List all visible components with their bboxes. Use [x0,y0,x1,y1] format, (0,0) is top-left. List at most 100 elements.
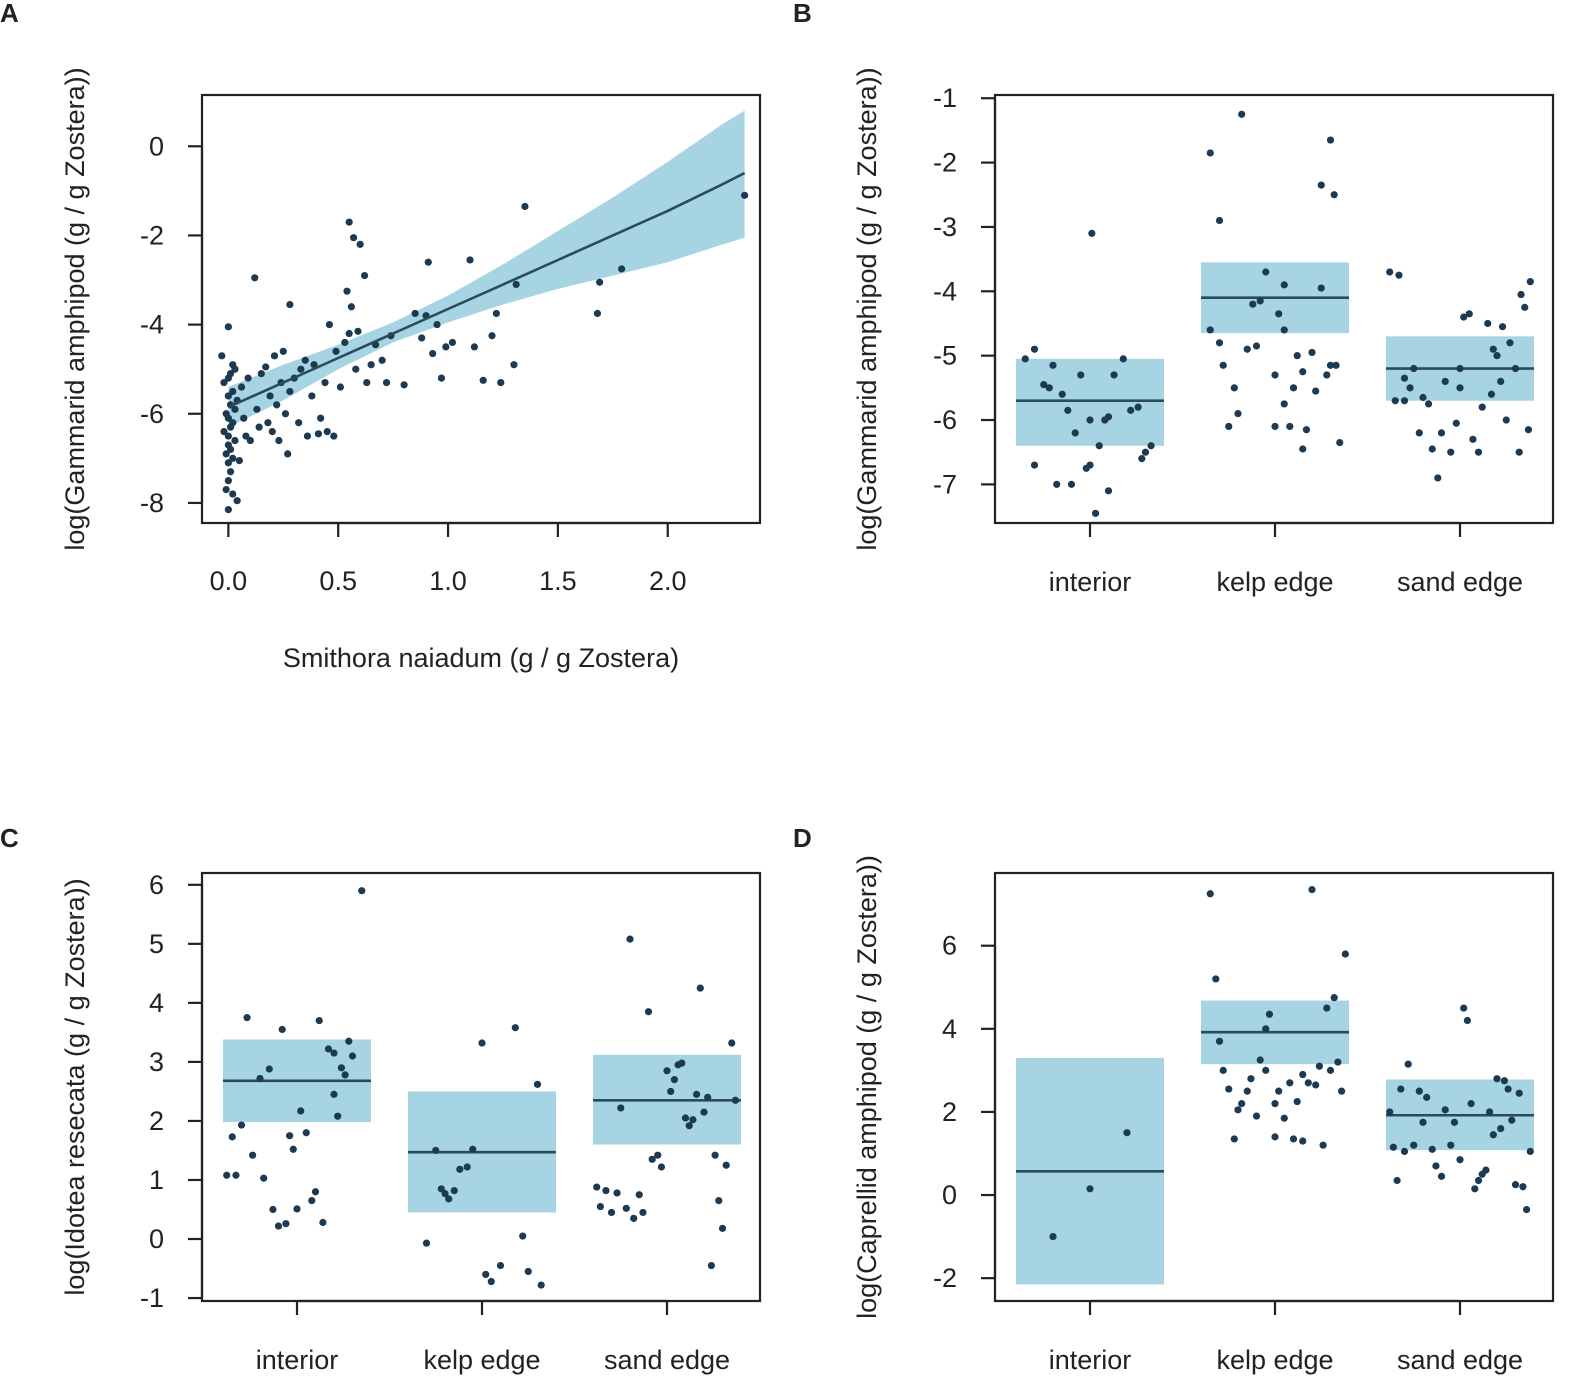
data-point-d [1389,1143,1397,1151]
x-tick-label-a: 0.5 [319,566,357,596]
data-point-a [266,392,274,400]
data-point-b [1521,303,1529,311]
data-point-d [1234,1106,1242,1114]
data-point-b [1030,461,1039,469]
y-axis-d: -2 0 2 4 6 [933,931,997,1293]
data-point-a [231,405,239,413]
data-point-a [345,218,353,226]
data-point-b [1110,371,1118,379]
data-point-d [1256,1056,1264,1064]
regression-line-a [227,171,746,409]
data-point-c [269,1205,277,1214]
data-point-b [1086,461,1094,469]
data-point-a [218,352,226,360]
data-point-a [224,459,232,467]
data-point-c [707,1261,716,1270]
data-point-c [596,1202,605,1211]
data-point-c [334,1112,342,1120]
data-point-c [696,984,704,992]
data-point-d [1441,1106,1449,1114]
interval-band-b [1016,358,1164,446]
data-point-d [1275,1087,1283,1095]
panel-c: C interior kelp edge sand edge -1 0 1 2 3 4 5 6 l… [0,823,762,1375]
x-tick-label-b: interior [1049,567,1132,597]
data-point-d [1271,1100,1279,1108]
data-point-d [1247,1075,1255,1083]
data-point-d [1286,1079,1294,1087]
data-point-c [278,1025,286,1034]
data-point-c [432,1146,440,1155]
data-point-d [1386,1108,1394,1116]
data-point-d [1428,1145,1436,1153]
x-tick-label-c: sand edge [604,1345,730,1375]
data-point-c [289,1145,297,1153]
data-point-b [1141,448,1150,456]
data-point-b [1040,381,1048,389]
data-point-d [1271,1133,1279,1141]
panel-letter-c: C [0,823,19,853]
data-point-a [336,383,345,391]
y-tick-label-a: -2 [140,220,164,250]
data-point-b [1456,384,1464,392]
data-point-a [510,361,518,369]
x-tick-label-b: kelp edge [1216,567,1333,597]
x-tick-label-b: sand edge [1397,567,1523,597]
data-point-d [1330,994,1338,1002]
data-point-b [1395,271,1403,279]
data-point-c [422,1239,431,1247]
data-point-b [1067,480,1076,488]
data-point-a [262,363,270,371]
data-point-b [1437,429,1446,437]
data-point-b [1021,355,1029,363]
data-point-c [249,1151,257,1159]
data-point-a [400,381,408,389]
data-point-d [1400,1147,1409,1156]
y-tick-label-b: -6 [933,405,957,435]
data-point-c [319,1218,327,1227]
data-point-c [670,1076,679,1084]
data-point-a [284,450,292,458]
data-point-c [644,1008,653,1016]
data-point-d [1206,890,1214,898]
data-point-b [1104,487,1113,495]
data-point-b [1064,406,1072,414]
data-point-b [1071,429,1079,437]
data-point-c [293,1205,301,1213]
data-point-b [1049,361,1057,369]
data-point-d [1515,1089,1523,1097]
data-point-b [1058,390,1066,398]
data-point-d [1482,1166,1490,1174]
data-point-c [607,1208,616,1217]
data-point-a [354,327,362,335]
data-point-d [1289,1135,1298,1143]
data-point-b [1280,281,1288,289]
data-point-d [1219,1066,1227,1074]
data-point-d [1410,1141,1418,1149]
data-point-d [1486,1108,1494,1116]
data-point-a [270,352,279,360]
data-point-d [1338,1087,1346,1095]
data-point-d [1450,1118,1459,1126]
data-point-b [1484,319,1492,328]
data-point-a [301,356,309,364]
data-point-a [521,202,529,211]
data-point-d [1511,1181,1520,1189]
data-point-c [441,1189,449,1198]
data-point-c [635,1191,643,1199]
y-tick-label-c: 1 [149,1165,164,1195]
data-point-d [1323,1004,1331,1012]
data-point-c [345,1037,353,1045]
data-point-a [323,428,331,436]
data-point-b [1330,191,1338,199]
data-point-b [1400,397,1409,405]
data-point-b [1147,442,1155,450]
data-point-a [325,321,334,329]
y-tick-label-b: -1 [933,83,957,113]
data-point-a [231,436,239,445]
data-point-a [237,383,246,391]
data-point-d [1437,1172,1446,1180]
data-point-a [308,392,316,400]
data-point-d [1262,1025,1270,1033]
data-point-c [232,1171,240,1179]
data-point-b [1502,416,1510,424]
